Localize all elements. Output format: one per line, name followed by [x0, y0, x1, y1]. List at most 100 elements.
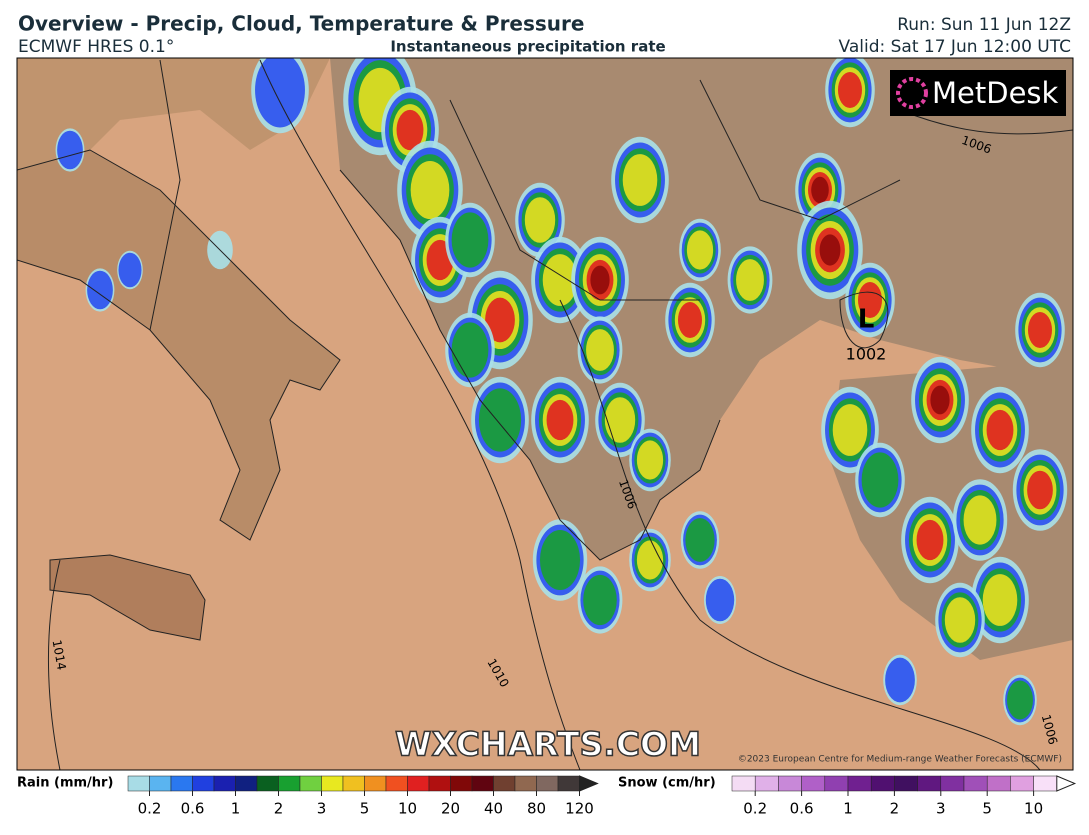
legend-tick-label: 0.6	[181, 800, 205, 818]
precip-blob	[485, 297, 515, 343]
legend-swatch	[514, 775, 537, 792]
legend-swatch	[149, 775, 172, 792]
legend-swatch	[557, 775, 580, 792]
legend-swatch	[385, 775, 408, 792]
legend-swatch	[127, 775, 150, 792]
map-frame	[16, 57, 1074, 771]
precip-blob	[685, 518, 715, 562]
legend-tick-label: 2	[890, 800, 900, 818]
precip-blob	[963, 495, 997, 545]
precip-blob	[604, 397, 636, 443]
legend-tick-label: 3	[936, 800, 946, 818]
legend-arrow	[579, 775, 599, 792]
model: ECMWF HRES 0.1°	[18, 37, 174, 57]
legend-swatch	[407, 775, 430, 792]
legend-tick-label: 0.6	[790, 800, 814, 818]
precip-blob	[451, 212, 489, 268]
precip-blob	[524, 197, 556, 243]
precip-blob	[986, 409, 1014, 451]
precip-blob	[255, 58, 305, 128]
legend-swatch	[1033, 775, 1058, 792]
precip-blob	[451, 322, 489, 378]
legend-swatch	[824, 775, 849, 792]
legend-swatch	[1010, 775, 1034, 792]
precip-blob	[885, 657, 915, 703]
precip-blob	[686, 230, 714, 270]
legend-arrow	[1056, 775, 1077, 792]
precip-blob	[1007, 680, 1033, 720]
legend-swatch	[192, 775, 215, 792]
precip-blob	[736, 259, 764, 301]
legend-tick-label: 10	[1024, 800, 1043, 818]
precip-blob	[1028, 312, 1052, 348]
legend-swatch	[847, 775, 872, 792]
legend-swatch	[213, 775, 236, 792]
precip-blob	[590, 265, 610, 295]
rain-label: Rain (mm/hr)	[17, 776, 113, 791]
logo: MetDesk	[932, 76, 1059, 110]
legend-swatch	[493, 775, 516, 792]
precip-blob	[944, 597, 976, 643]
legend-tick-label: 120	[565, 800, 594, 818]
legend-swatch	[428, 775, 451, 792]
coastlines	[17, 59, 901, 641]
title: Overview - Precip, Cloud, Temperature & …	[18, 12, 584, 36]
copyright: ©2023 European Centre for Medium-range W…	[738, 755, 1062, 765]
precip-blob	[930, 385, 950, 415]
legend-swatch	[986, 775, 1011, 792]
legend-swatch	[963, 775, 988, 792]
legend: 0.2 0.6 1 2 3 5 10 20 40 80 120 0.2 0.6 1 2 3 5 10	[127, 775, 1077, 818]
isobar-label: 1014	[50, 639, 69, 672]
legend-tick-label: 1	[843, 800, 853, 818]
legend-tick-label: 40	[484, 800, 503, 818]
precip-blob	[542, 254, 578, 306]
precip-blob	[982, 574, 1018, 626]
precip-blob	[678, 302, 702, 338]
legend-swatch	[940, 775, 965, 792]
subtitle: Instantaneous precipitation rate	[390, 38, 665, 56]
precipitation	[55, 58, 1068, 726]
precip-blob	[832, 404, 868, 456]
low-pressure: 1002	[846, 345, 887, 364]
legend-swatch	[450, 775, 473, 792]
legend-swatch	[278, 775, 301, 792]
legend-swatch	[801, 775, 826, 792]
precip-blob	[546, 399, 574, 441]
precip-blob	[636, 540, 664, 580]
precip-blob	[539, 529, 581, 591]
precip-blob	[1027, 470, 1053, 510]
precip-blob	[858, 282, 882, 318]
precip-blob	[87, 270, 113, 310]
precip-blob	[410, 160, 450, 220]
legend-tick-label: 5	[982, 800, 992, 818]
precip-blob	[838, 72, 862, 108]
legend-tick-label: 0.2	[138, 800, 162, 818]
legend-tick-label: 20	[441, 800, 460, 818]
italy	[17, 150, 340, 540]
legend-tick-label: 0.2	[743, 800, 767, 818]
legend-swatch	[917, 775, 942, 792]
precip-blob	[705, 578, 735, 622]
legend-tick-label: 80	[527, 800, 546, 818]
legend-swatch	[364, 775, 387, 792]
precip-blob	[622, 154, 658, 206]
legend-swatch	[235, 775, 258, 792]
precip-blob	[636, 440, 664, 480]
isobars	[47, 59, 1073, 770]
run: Run: Sun 11 Jun 12Z	[897, 15, 1071, 35]
legend-tick-label: 2	[274, 800, 284, 818]
logo-box	[890, 70, 1066, 116]
precip-blob	[583, 574, 617, 626]
precip-blob	[916, 519, 944, 561]
legend-swatch	[342, 775, 365, 792]
legend-swatch	[471, 775, 494, 792]
legend-swatch	[894, 775, 918, 792]
legend-swatch	[731, 775, 756, 792]
legend-swatch	[754, 775, 779, 792]
precip-blob	[396, 109, 424, 151]
legend-tick-label: 5	[360, 800, 370, 818]
legend-swatch	[778, 775, 802, 792]
map: 1014 1010 1006 1006 1006 L 1002 MetDesk …	[17, 58, 1073, 770]
legend-swatch	[536, 775, 559, 792]
